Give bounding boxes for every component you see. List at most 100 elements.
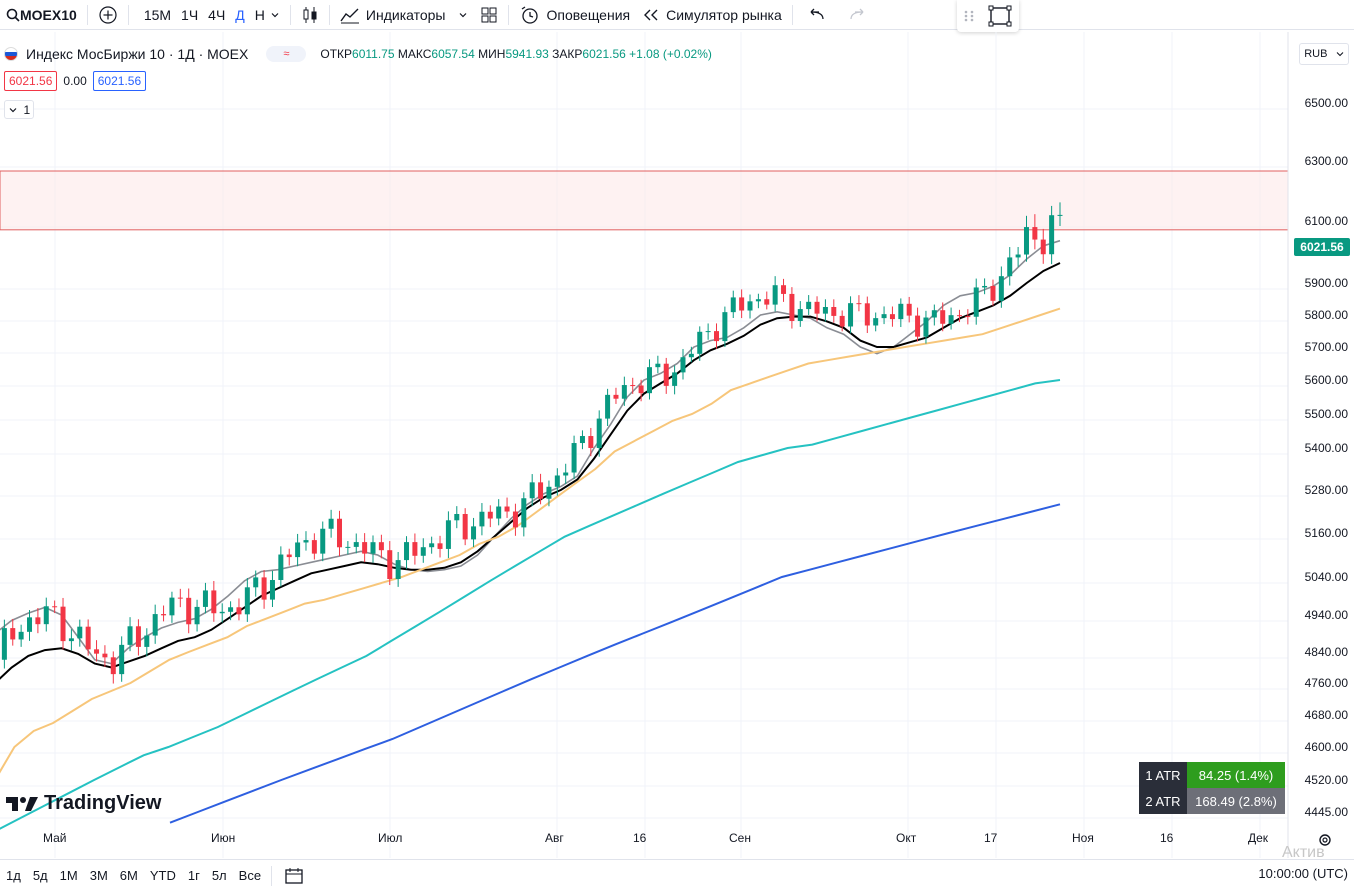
candle-body [169,597,175,616]
candle-body [672,372,678,386]
candle-body [18,631,24,640]
candle-body [219,611,225,614]
chevron-down-icon[interactable] [270,10,280,20]
price-tick-label: 4840.00 [1304,645,1348,659]
range-1d[interactable]: 1д [6,868,21,883]
symbol-search-button[interactable]: MOEX10 [0,0,83,30]
candle-body [110,657,116,675]
settings-gear-icon[interactable] [1317,832,1333,848]
price-tick-label: 4940.00 [1304,608,1348,622]
range-ytd[interactable]: YTD [149,868,176,883]
range-1y[interactable]: 1г [187,868,200,883]
chevron-down-icon[interactable] [446,10,468,20]
date-tick-label: Окт [896,831,917,845]
indicators-button[interactable]: Индикаторы [334,0,474,30]
legend-title[interactable]: Индекс МосБиржи 10 · 1Д · MOEX [26,46,249,62]
calendar-goto-icon[interactable] [284,867,306,885]
candle-body [789,293,795,321]
candle-body [353,542,359,547]
candle-body [462,514,468,540]
price-tick-label: 6100.00 [1304,214,1348,228]
redo-button[interactable] [839,0,881,30]
range-6m[interactable]: 6М [119,868,138,883]
timeframe-15m[interactable]: 15М [143,6,172,23]
market-status-badge[interactable]: ≈ [266,46,307,62]
tradingview-logo[interactable]: TradingView [6,792,161,815]
price-tick-label: 5600.00 [1304,373,1348,387]
tradingview-logo-icon [6,796,38,811]
candle-body [362,542,368,554]
range-all[interactable]: Все [238,868,262,883]
timeframe-4h[interactable]: 4Ч [208,6,226,23]
currency-label: RUB [1304,48,1328,60]
range-5d[interactable]: 5д [32,868,48,883]
candle-body [940,310,946,324]
chevron-down-icon [9,107,17,112]
sell-button[interactable]: 6021.56 [4,71,58,91]
divider [507,4,509,25]
templates-button[interactable] [474,0,504,30]
range-5y[interactable]: 5л [211,868,227,883]
candle-body [839,315,845,327]
candle-body [881,314,887,319]
change-value: +1.08 (+0.02%) [629,47,712,61]
date-tick-label: Авг [545,831,564,845]
alerts-button[interactable]: Оповещения [513,0,637,30]
candle-body [1023,227,1029,255]
timeframe-1h[interactable]: 1Ч [181,6,199,23]
time-display[interactable]: 10:00:00 (UTC) [1258,866,1348,881]
candle-body [663,363,669,386]
moving-average-line [0,307,1061,774]
candle-body [1015,254,1021,258]
alerts-label: Оповещения [546,6,631,23]
resistance-zone[interactable] [0,170,1289,231]
range-3m[interactable]: 3М [89,868,108,883]
candle-body [906,303,912,316]
top-toolbar: MOEX10 15М 1Ч 4Ч Д Н Индикаторы Оповещен… [0,0,1354,30]
buy-button[interactable]: 6021.56 [92,71,147,91]
atr-1-box: 1 ATR 84.25 (1.4%) [1139,762,1285,788]
compare-button[interactable] [92,0,124,30]
candle-body [211,590,217,614]
atr-2-label: 2 ATR [1139,788,1187,814]
price-tick-label: 5700.00 [1304,340,1348,354]
indicators-toggle[interactable]: 1 [4,100,34,119]
date-tick-label: Сен [729,831,751,845]
candle-body [596,418,602,448]
candle-body [822,306,828,314]
candle-body [730,297,736,313]
candle-body [487,511,493,519]
drag-handle-icon[interactable] [963,9,975,23]
candle-body [328,518,334,529]
price-tick-label: 4600.00 [1304,740,1348,754]
atr-2-value: 168.49 (2.8%) [1187,788,1285,814]
candle-body [848,303,854,327]
range-1m[interactable]: 1М [59,868,78,883]
open-value: 6011.75 [352,47,395,61]
divider [791,4,793,25]
undo-button[interactable] [797,0,839,30]
timeframe-day[interactable]: Д [235,6,245,23]
candle-body [244,587,250,615]
candle-body [931,310,937,318]
timeframe-week[interactable]: Н [254,6,265,23]
candle-body [680,357,686,373]
candle-body [814,301,820,314]
chart-type-button[interactable] [295,0,325,30]
currency-selector[interactable]: RUB [1299,43,1349,65]
candle-body [579,436,585,444]
candle-body [35,617,41,625]
replay-button[interactable]: Симулятор рынка [636,0,788,30]
candle-body [529,482,535,499]
candle-body [621,385,627,399]
symbol-legend: Индекс МосБиржи 10 · 1Д · MOEX ≈ ОТКР601… [4,44,712,64]
candle-body [479,511,485,527]
price-tick-label: 5900.00 [1304,276,1348,290]
candle-body [504,506,510,512]
candle-body [630,385,636,387]
price-chart[interactable] [0,32,1354,858]
date-tick-label: 17 [984,831,998,845]
candle-body [856,303,862,305]
rectangle-tool-icon[interactable] [987,4,1013,28]
candle-body [269,580,275,600]
